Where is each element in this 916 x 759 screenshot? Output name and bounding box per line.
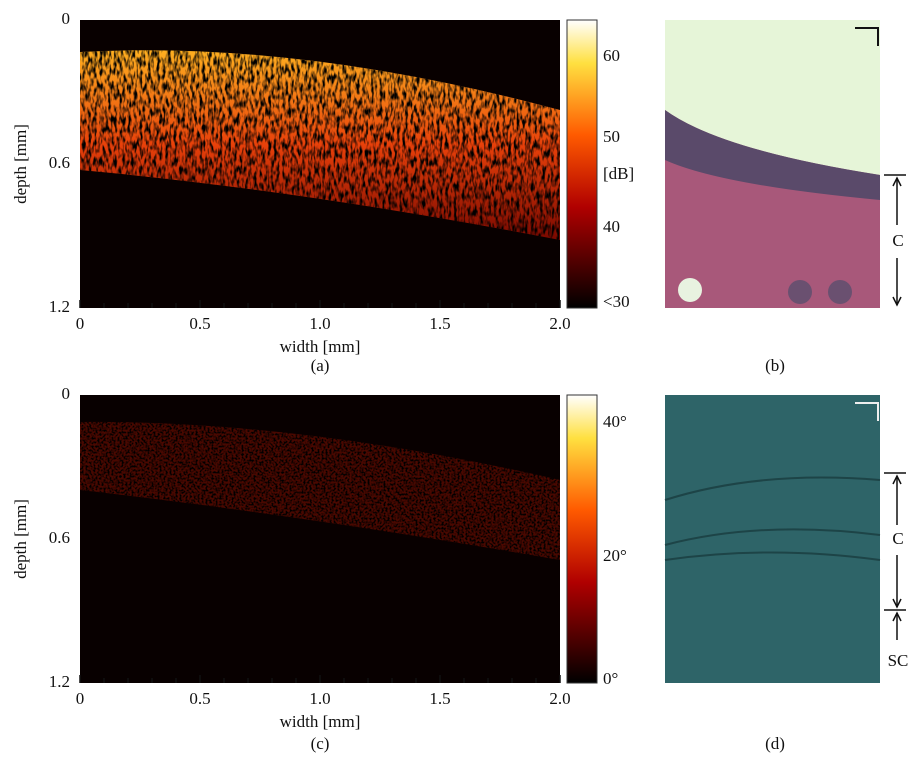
colorbar-unit: [dB]	[603, 164, 634, 183]
x-tick-label: 0	[76, 314, 85, 333]
x-axis-label: width [mm]	[280, 337, 361, 356]
panel-label: (a)	[311, 356, 330, 375]
panel-label: (b)	[765, 356, 785, 375]
y-tick-label: 0	[62, 384, 71, 403]
panel-label: (d)	[765, 734, 785, 753]
figure: 0 0.5 1.0 1.5 2.0 0 0.6 1.2 width [mm] depth [mm]…	[0, 0, 916, 759]
x-tick-label: 1.0	[309, 689, 330, 708]
y-tick-label: 0.6	[49, 153, 70, 172]
annotation: C	[892, 529, 903, 548]
annotation: C	[892, 231, 903, 250]
x-tick-label: 1.5	[429, 689, 450, 708]
x-tick-label: 0.5	[189, 314, 210, 333]
x-tick-label: 1.0	[309, 314, 330, 333]
x-tick-label: 0	[76, 689, 85, 708]
y-tick-label: 1.2	[49, 297, 70, 316]
y-tick-label: 1.2	[49, 672, 70, 691]
y-tick-label: 0.6	[49, 528, 70, 547]
x-tick-label: 2.0	[549, 689, 570, 708]
colorbar-label: 20°	[603, 546, 627, 565]
colorbar-label: <30	[603, 292, 630, 311]
colorbar-label: 60	[603, 46, 620, 65]
colorbar-label: 0°	[603, 669, 618, 688]
annotation: SC	[888, 651, 909, 670]
colorbar-label: 40	[603, 217, 620, 236]
colorbar-label: 40°	[603, 412, 627, 431]
colorbar	[567, 20, 597, 308]
y-axis-label: depth [mm]	[11, 499, 30, 579]
colorbar-label: 50	[603, 127, 620, 146]
y-tick-label: 0	[62, 9, 71, 28]
x-tick-label: 0.5	[189, 689, 210, 708]
colorbar	[567, 395, 597, 683]
x-axis-label: width [mm]	[280, 712, 361, 731]
x-tick-label: 1.5	[429, 314, 450, 333]
x-tick-label: 2.0	[549, 314, 570, 333]
y-axis-label: depth [mm]	[11, 124, 30, 204]
microscopy-image	[665, 395, 880, 683]
panel-label: (c)	[311, 734, 330, 753]
